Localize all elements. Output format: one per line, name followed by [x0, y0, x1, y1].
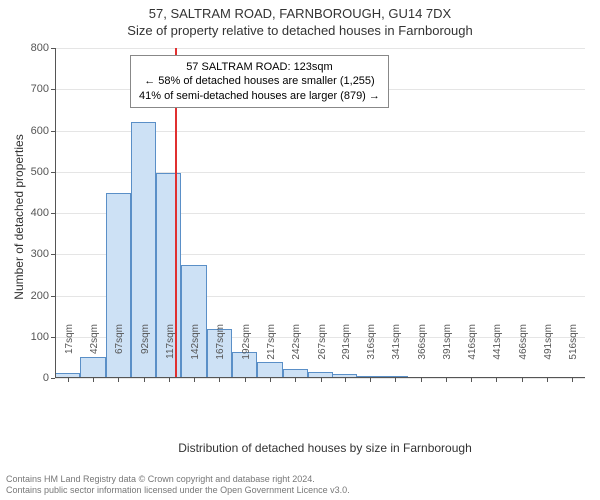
y-tick-label: 100	[31, 331, 55, 343]
y-axis-label: Number of detached properties	[12, 117, 26, 317]
x-tick-label: 142sqm	[190, 324, 201, 384]
chart-title-subtitle: Size of property relative to detached ho…	[0, 23, 600, 38]
footer-line1: Contains HM Land Registry data © Crown c…	[6, 474, 350, 485]
x-tick-label: 42sqm	[89, 324, 100, 384]
y-tick-label: 700	[31, 83, 55, 95]
chart-title-block: 57, SALTRAM ROAD, FARNBOROUGH, GU14 7DX …	[0, 0, 600, 38]
x-tick-label: 516sqm	[568, 324, 579, 384]
y-tick-label: 200	[31, 290, 55, 302]
x-axis-label: Distribution of detached houses by size …	[165, 441, 485, 455]
y-tick-label: 600	[31, 125, 55, 137]
x-tick-label: 416sqm	[467, 324, 478, 384]
chart-title-address: 57, SALTRAM ROAD, FARNBOROUGH, GU14 7DX	[0, 6, 600, 21]
x-tick-label: 491sqm	[543, 324, 554, 384]
x-tick-label: 341sqm	[391, 324, 402, 384]
y-axis-spine	[55, 48, 56, 378]
x-tick-label: 117sqm	[165, 324, 176, 384]
x-tick-label: 17sqm	[64, 324, 75, 384]
y-tick-label: 800	[31, 42, 55, 54]
y-tick-label: 500	[31, 166, 55, 178]
footer-line2: Contains public sector information licen…	[6, 485, 350, 496]
annotation-line: 41% of semi-detached houses are larger (…	[139, 89, 380, 103]
annotation-box: 57 SALTRAM ROAD: 123sqm← 58% of detached…	[130, 55, 389, 108]
y-tick-label: 0	[43, 372, 55, 384]
x-tick-label: 366sqm	[417, 324, 428, 384]
annotation-line: ← 58% of detached houses are smaller (1,…	[139, 74, 380, 88]
chart-plot-area: 010020030040050060070080017sqm42sqm67sqm…	[55, 48, 585, 378]
x-tick-label: 441sqm	[492, 324, 503, 384]
x-tick-label: 167sqm	[215, 324, 226, 384]
x-tick-label: 217sqm	[266, 324, 277, 384]
x-tick-label: 242sqm	[291, 324, 302, 384]
x-tick-label: 267sqm	[317, 324, 328, 384]
x-tick-label: 316sqm	[366, 324, 377, 384]
y-tick-label: 300	[31, 248, 55, 260]
annotation-line: 57 SALTRAM ROAD: 123sqm	[139, 60, 380, 74]
x-tick-label: 466sqm	[518, 324, 529, 384]
x-tick-label: 67sqm	[114, 324, 125, 384]
x-tick-label: 92sqm	[140, 324, 151, 384]
grid-line	[55, 48, 585, 49]
footer-attribution: Contains HM Land Registry data © Crown c…	[6, 474, 350, 496]
x-tick-label: 192sqm	[241, 324, 252, 384]
x-tick-label: 391sqm	[442, 324, 453, 384]
y-tick-label: 400	[31, 207, 55, 219]
x-tick-label: 291sqm	[341, 324, 352, 384]
